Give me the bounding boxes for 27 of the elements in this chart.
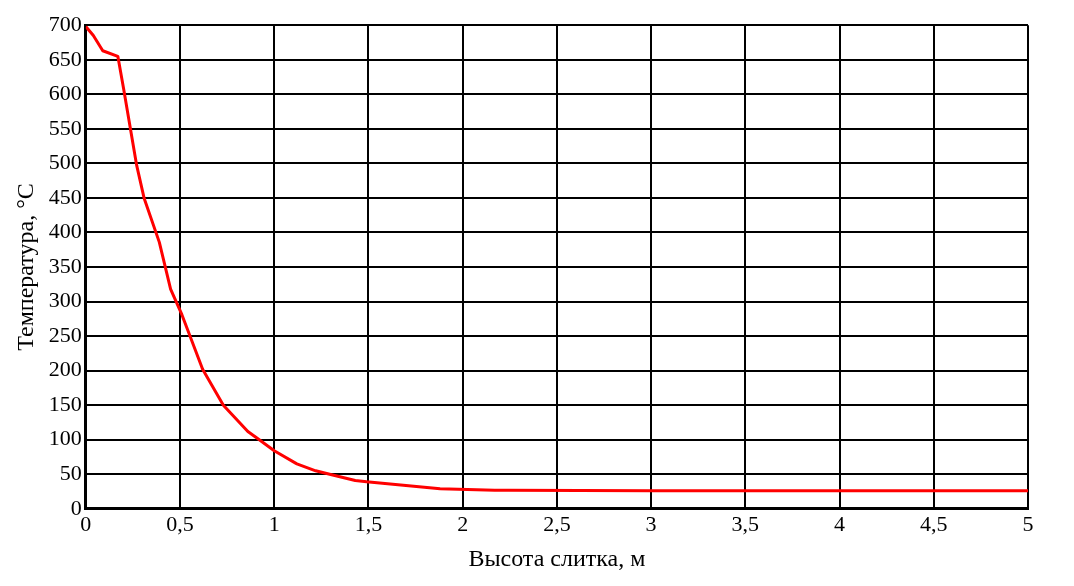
x-tick-label: 1,5 [354, 510, 383, 536]
x-tick-label: 3 [645, 510, 657, 536]
y-axis-title: Температура, °C [11, 183, 38, 351]
y-tick-label: 50 [59, 460, 82, 486]
y-tick-label: 550 [48, 114, 82, 140]
y-tick-label: 600 [48, 80, 82, 106]
y-tick-label: 400 [48, 218, 82, 244]
y-tick-label: 300 [48, 287, 82, 313]
x-tick-label: 0,5 [166, 510, 194, 536]
x-tick-label: 3,5 [731, 510, 760, 536]
y-tick-label: 100 [48, 425, 82, 451]
x-tick-label: 5 [1022, 510, 1034, 536]
y-tick-label: 350 [48, 252, 82, 278]
x-tick-label: 2,5 [543, 510, 571, 536]
x-tick-label: 4 [834, 510, 846, 536]
x-axis-title: Высота слитка, м [468, 544, 646, 571]
y-tick-label: 200 [48, 356, 82, 382]
x-tick-label: 1 [268, 510, 280, 536]
y-tick-label: 150 [48, 390, 82, 416]
y-tick-label: 0 [70, 494, 82, 520]
x-tick-label: 2 [457, 510, 469, 536]
x-tick-label: 4,5 [920, 510, 948, 536]
y-tick-label: 700 [48, 10, 82, 36]
y-tick-label: 250 [48, 321, 82, 347]
y-tick-label: 450 [48, 183, 82, 209]
y-tick-label: 500 [48, 149, 82, 175]
y-tick-label: 650 [48, 45, 82, 71]
